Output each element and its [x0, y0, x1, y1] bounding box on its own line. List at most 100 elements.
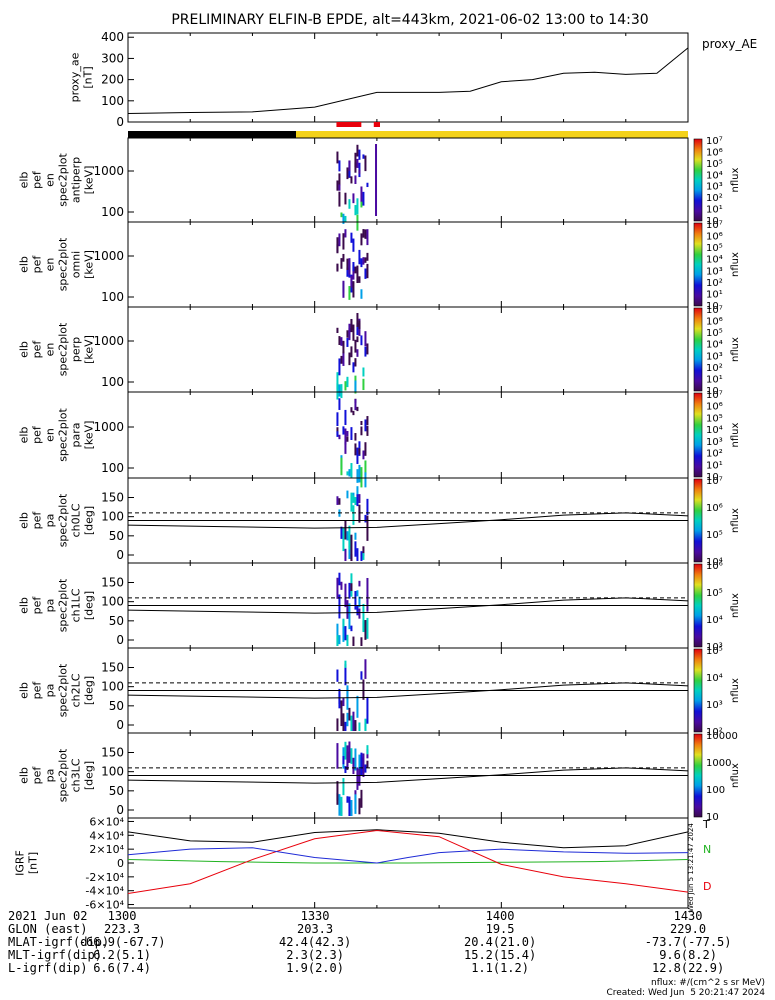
orbit-flag-red-mark — [336, 122, 362, 127]
pa_spec_ch2LC-ylabel: elbpefpaspec2plotch2LC[deg] — [18, 663, 96, 717]
pa_spec_ch2LC-colorbar — [693, 648, 703, 733]
spectrogram-cell — [338, 160, 341, 172]
spectrogram-cell — [352, 238, 355, 252]
spectrogram-cell — [358, 249, 361, 265]
y-tick-label: 1000 — [93, 249, 124, 263]
y-tick-label: 4×10⁴ — [89, 829, 124, 842]
spectrogram-cell — [340, 796, 343, 816]
spectrogram-cell — [348, 258, 351, 275]
spectrogram-cell — [346, 490, 349, 499]
spectrogram-cell — [348, 603, 351, 630]
spectrogram-cell — [338, 434, 341, 440]
spectrogram-cell — [352, 711, 355, 731]
spectrogram-cell — [366, 498, 369, 516]
colorbar-tick-label: 10⁶ — [706, 402, 723, 413]
colorbar-title: nflux — [730, 422, 741, 447]
colorbar-title: nflux — [730, 678, 741, 703]
spectrogram-cell — [352, 410, 355, 416]
spectrogram-cell — [340, 355, 343, 364]
spectrogram-cell — [354, 433, 357, 441]
pa_spec_ch3LC-ylabel: elbpefpaspec2plotch3LC[deg] — [18, 748, 96, 802]
y-tick-label: 2×10⁴ — [89, 843, 124, 856]
unit-note: nflux: #/(cm^2 s sr MeV) — [651, 978, 765, 988]
spectrogram-cell — [342, 253, 345, 262]
spectrogram-cell — [346, 600, 349, 619]
spectrogram-cell — [358, 494, 361, 504]
y-tick-label: 50 — [109, 784, 124, 798]
spectrogram-cell — [348, 286, 351, 300]
spectrogram-cell — [366, 182, 369, 188]
spectrogram-cell — [338, 233, 341, 247]
igrf-series-N — [127, 859, 689, 864]
spectrogram-cell — [350, 625, 353, 632]
spectrogram-cell — [366, 416, 369, 426]
colorbar-title: nflux — [730, 763, 741, 788]
colorbar-tick-label: 10¹ — [706, 205, 723, 216]
spectrogram-cell — [342, 619, 345, 642]
spectrogram-cell — [348, 160, 351, 172]
spectrogram-cell — [360, 637, 363, 646]
spectrogram-cell — [366, 263, 369, 279]
spectrogram-cell — [338, 794, 341, 816]
ylabel-line: [keV] — [83, 166, 96, 195]
y-tick-label: 100 — [101, 765, 124, 779]
pa_spec_ch3LC-colorbar — [693, 733, 703, 818]
colorbar-title: nflux — [730, 252, 741, 277]
spectrogram-cell — [336, 781, 339, 805]
colorbar-tick-label: 10 — [706, 812, 719, 823]
en_spec_antiperp-colorbar — [693, 138, 703, 222]
spectrogram-cell — [354, 358, 357, 367]
spectrogram-cell — [350, 463, 353, 478]
spectrogram-cell — [360, 551, 363, 561]
ylabel-line: pef — [31, 425, 44, 444]
colorbar-tick-label: 10⁶ — [706, 503, 723, 514]
spectrogram-cell — [354, 175, 357, 184]
ylabel-line: [keV] — [83, 421, 96, 450]
spectrogram-cell — [348, 582, 351, 599]
spectrogram-cell — [366, 343, 369, 355]
ylabel-line: elb — [18, 256, 31, 273]
spectrogram-cell — [346, 531, 349, 541]
ylabel-line: [deg] — [83, 506, 96, 535]
spectrogram-cell — [346, 330, 349, 338]
ylabel-line: pef — [31, 681, 44, 700]
en_spec_omni-colorbar — [693, 222, 703, 307]
spectrogram-cell — [358, 798, 361, 815]
spectrogram-cell — [360, 467, 363, 476]
spectrogram-cell — [364, 419, 367, 432]
colorbar-tick-label: 10⁴ — [706, 170, 723, 181]
spectrogram-cell — [362, 679, 365, 700]
spectrogram-cell — [362, 753, 365, 778]
spectrogram-cell — [352, 636, 355, 646]
spectrogram-cell — [342, 756, 345, 765]
spectrogram-cell — [336, 427, 339, 433]
y-tick-label: 100 — [101, 461, 124, 475]
colorbar-tick-label: 1000 — [706, 758, 731, 769]
spectrogram-cell — [364, 472, 367, 488]
colorbar-tick-label: 10² — [706, 727, 723, 738]
spectrogram-cell — [344, 766, 347, 774]
ylabel-line: spec2plot — [57, 663, 70, 717]
loss-cone-line — [127, 682, 689, 699]
ylabel-line: elb — [18, 172, 31, 189]
spectrogram-cell — [338, 184, 341, 191]
spectrogram-cell — [348, 328, 351, 341]
spectrogram-cell — [350, 176, 353, 184]
orbit-flag-black — [128, 131, 296, 138]
y-tick-label: 400 — [101, 30, 124, 44]
orbit-row-value: 1430 — [673, 909, 703, 923]
colorbar-tick-label: 10² — [706, 278, 723, 289]
spectrogram-cell — [358, 448, 361, 455]
spectrogram-cell — [346, 436, 349, 442]
spectrogram-cell — [364, 442, 367, 456]
orbit-row-value: 1.9(2.0) — [286, 961, 344, 975]
spectrogram-cell — [336, 496, 339, 505]
spectrogram-cell — [354, 339, 357, 353]
spectrogram-cell — [366, 696, 369, 724]
spectrogram-cell — [366, 229, 369, 246]
spectrogram-cell — [360, 186, 363, 203]
spectrogram-cell — [366, 252, 369, 261]
spectrogram-cell — [364, 764, 367, 773]
spectrogram-cell — [356, 469, 359, 483]
spectrogram-cell — [336, 669, 339, 682]
